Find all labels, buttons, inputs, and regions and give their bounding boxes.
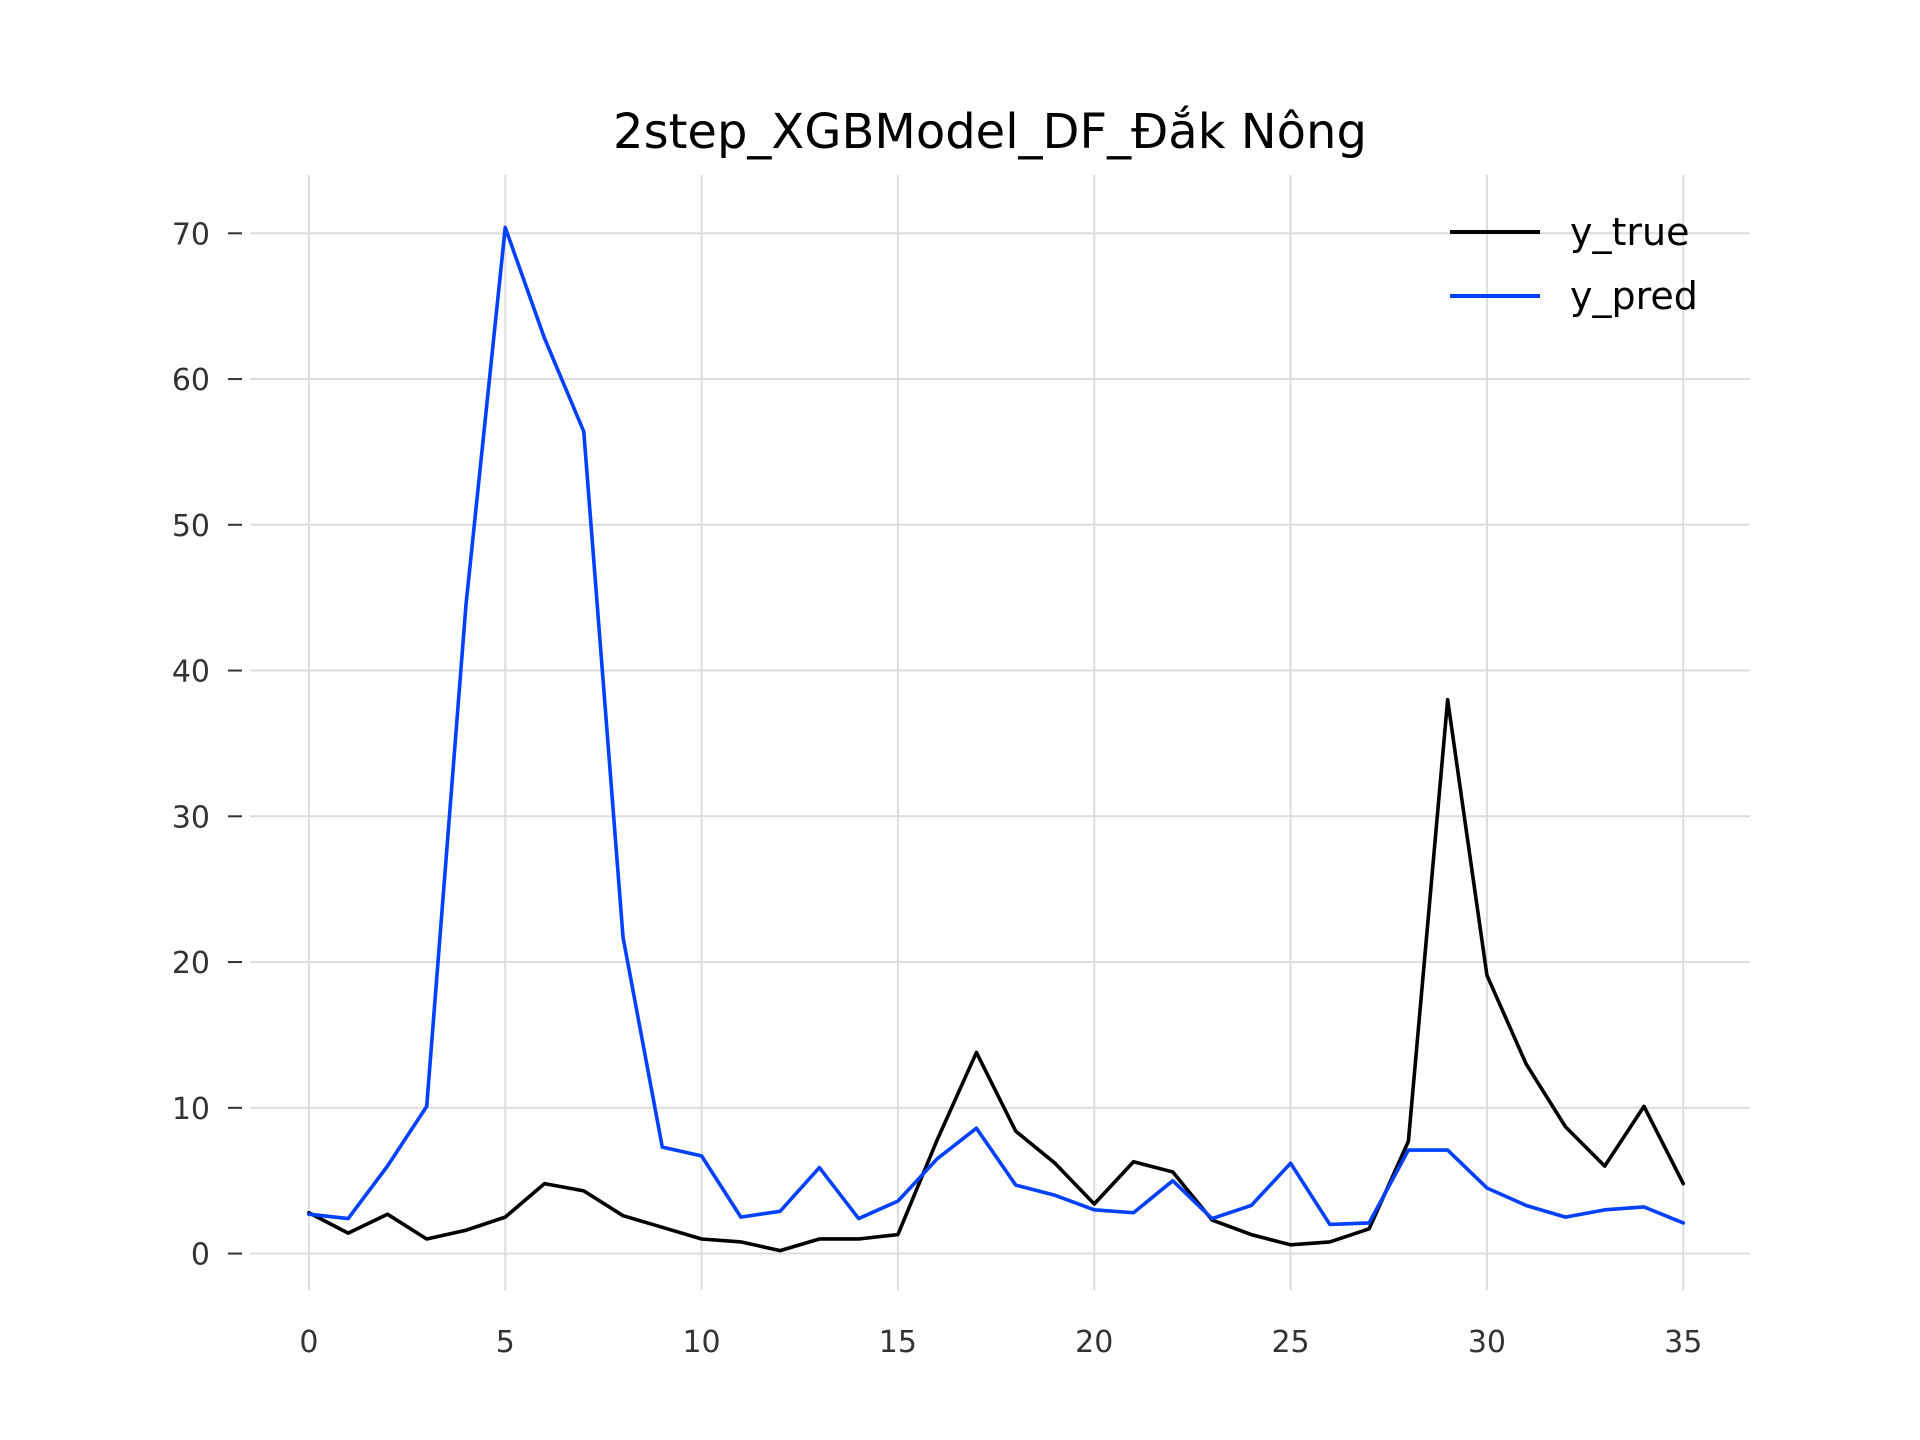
y-tick-label: 50 xyxy=(172,509,210,544)
x-tick-label: 15 xyxy=(879,1325,917,1360)
x-tick-label: 30 xyxy=(1468,1325,1506,1360)
x-tick-label: 5 xyxy=(496,1325,515,1360)
legend-label-y-true: y_true xyxy=(1570,210,1689,254)
legend: y_true y_pred xyxy=(1450,210,1698,318)
x-tick-label: 0 xyxy=(299,1325,318,1360)
x-axis: 0 5 10 15 20 25 30 35 xyxy=(299,1325,1702,1360)
series-line-y-pred xyxy=(307,225,1686,1227)
grid xyxy=(250,175,1750,1290)
x-tick-label: 20 xyxy=(1075,1325,1113,1360)
y-tick-label: 60 xyxy=(172,363,210,398)
x-tick-label: 35 xyxy=(1664,1325,1702,1360)
x-tick-label: 25 xyxy=(1271,1325,1309,1360)
y-axis: 0 10 20 30 40 50 60 70 xyxy=(172,217,242,1273)
series-lines xyxy=(307,225,1686,1253)
y-tick-label: 70 xyxy=(172,217,210,252)
y-tick-label: 40 xyxy=(172,655,210,690)
y-tick-label: 20 xyxy=(172,946,210,981)
y-tick-label: 10 xyxy=(172,1092,210,1127)
y-tick-label: 0 xyxy=(191,1238,210,1273)
chart-title: 2step_XGBModel_DF_Đắk Nông xyxy=(613,104,1367,160)
y-tick-label: 30 xyxy=(172,800,210,835)
x-tick-label: 10 xyxy=(682,1325,720,1360)
series-line-y-true xyxy=(307,697,1686,1253)
legend-label-y-pred: y_pred xyxy=(1570,274,1698,318)
